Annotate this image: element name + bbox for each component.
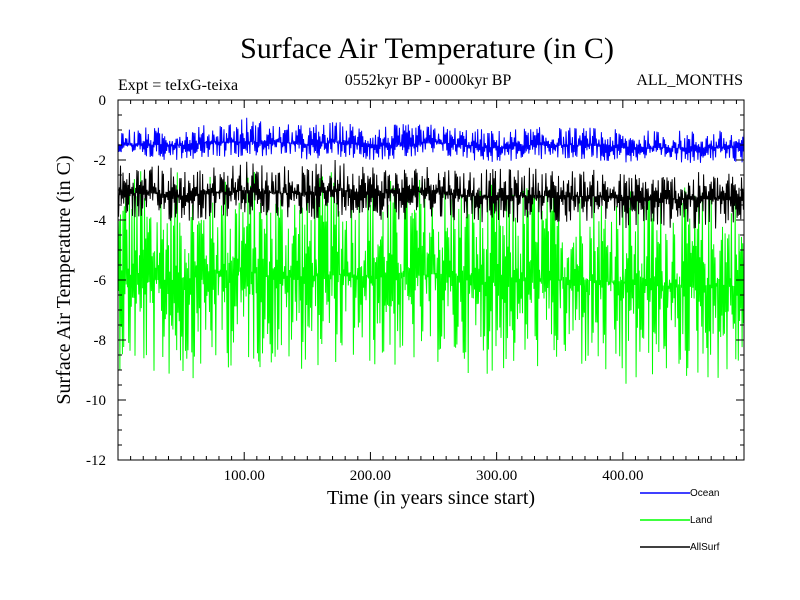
experiment-label: Expt = teIxG-teixa — [118, 77, 238, 94]
y-tick-label: -12 — [86, 453, 106, 469]
x-axis: 100.00 200.00 300.00 400.00 — [130, 100, 737, 484]
legend-label-ocean: Ocean — [690, 488, 719, 499]
period-label: 0552kyr BP - 0000kyr BP — [345, 72, 512, 89]
x-tick-label: 100.00 — [224, 468, 265, 484]
y-axis-label: Surface Air Temperature (in C) — [53, 155, 75, 404]
x-tick-label: 400.00 — [602, 468, 643, 484]
months-label: ALL_MONTHS — [636, 72, 743, 89]
series-line-allsurf — [117, 159, 745, 229]
chart-title: Surface Air Temperature (in C) — [240, 32, 614, 65]
series-line-ocean — [117, 117, 745, 163]
legend-label-allsurf: AllSurf — [690, 542, 720, 553]
series-line-land — [117, 171, 745, 384]
x-tick-label: 200.00 — [350, 468, 391, 484]
y-tick-label: -10 — [86, 393, 106, 409]
x-tick-label: 300.00 — [476, 468, 517, 484]
legend: Ocean Land AllSurf — [640, 488, 720, 553]
y-tick-label: -6 — [94, 273, 107, 289]
x-axis-label: Time (in years since start) — [327, 487, 535, 509]
plot-area — [117, 117, 745, 384]
y-axis: 0 -2 -4 -6 -8 -10 -12 — [86, 93, 744, 469]
y-tick-label: -2 — [94, 153, 107, 169]
y-tick-label: 0 — [99, 93, 107, 109]
series-layer — [117, 117, 745, 384]
legend-label-land: Land — [690, 515, 712, 526]
y-tick-label: -4 — [94, 213, 107, 229]
y-tick-label: -8 — [94, 333, 107, 349]
